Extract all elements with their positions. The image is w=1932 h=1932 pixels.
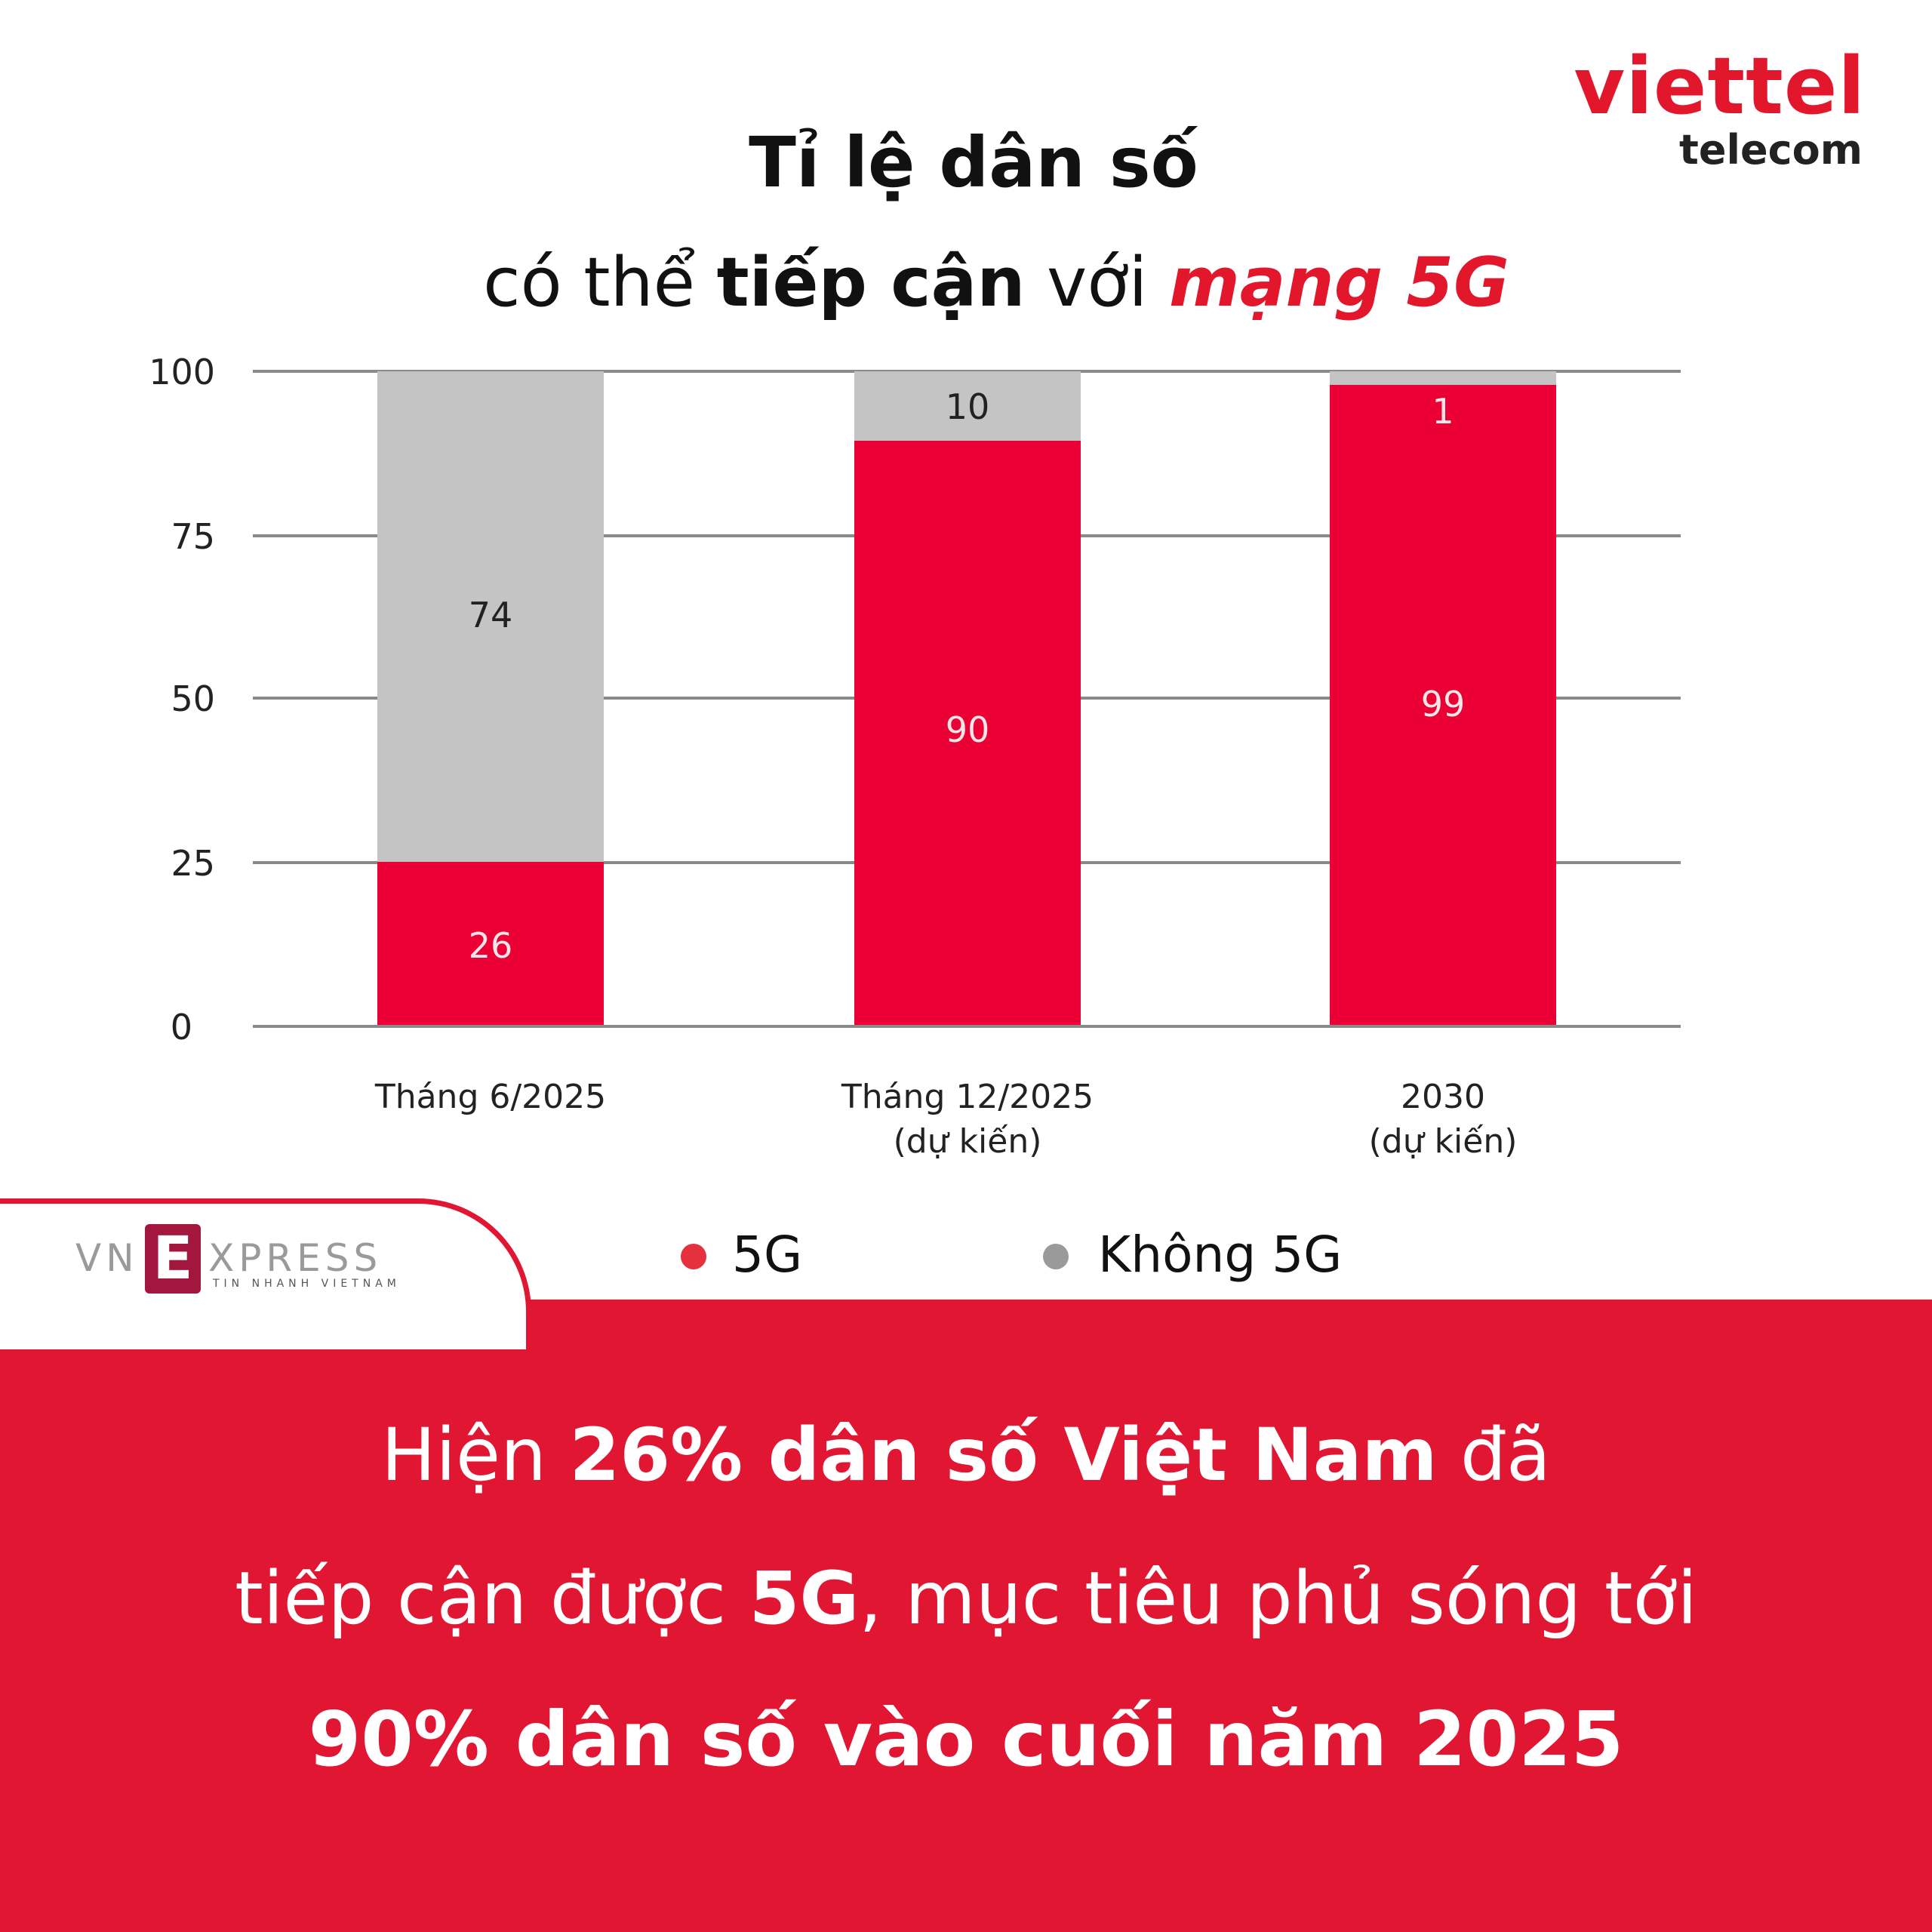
bar-group-2030: 1 99 bbox=[1330, 371, 1556, 1026]
chart-title-line1: Tỉ lệ dân số bbox=[749, 122, 1198, 203]
x-label-line2: (dự kiến) bbox=[1368, 1122, 1518, 1161]
title-part-bold: tiếp cận bbox=[716, 243, 1026, 322]
bar-segment-5g: 90 bbox=[854, 441, 1081, 1026]
bar-segment-no-5g: 10 bbox=[854, 371, 1081, 441]
bar-group-dec-2025: 10 90 bbox=[854, 371, 1081, 1026]
bar-group-jun-2025: 74 26 bbox=[377, 371, 604, 1026]
bar-value-label: 10 bbox=[945, 386, 990, 427]
bar-segment-no-5g bbox=[1330, 371, 1556, 385]
legend-label-5g: 5G bbox=[732, 1226, 803, 1284]
x-label-line1: 2030 bbox=[1401, 1078, 1485, 1116]
chart-title-line2: có thể tiếp cận với mạng 5G bbox=[0, 249, 1932, 317]
x-label-jun-2025: Tháng 6/2025 bbox=[302, 1075, 679, 1119]
legend-dot-no-5g-icon bbox=[1043, 1244, 1069, 1269]
x-label-2030: 2030 (dự kiến) bbox=[1254, 1075, 1632, 1164]
x-label-dec-2025: Tháng 12/2025 (dự kiến) bbox=[779, 1075, 1156, 1164]
banner-text: , mục tiêu phủ sóng tới bbox=[859, 1556, 1697, 1641]
bar-segment-5g: 1 99 bbox=[1330, 385, 1556, 1026]
title-part: có thể bbox=[483, 243, 717, 322]
title-part-accent: mạng 5G bbox=[1169, 243, 1509, 322]
banner-line-3: 90% dân số vào cuối năm 2025 bbox=[308, 1695, 1624, 1783]
y-tick-50: 50 bbox=[171, 678, 215, 719]
gridline-0 bbox=[253, 1025, 1681, 1028]
banner-line-1: Hiện 26% dân số Việt Nam đã bbox=[0, 1419, 1932, 1491]
vnexpress-e-mark: E bbox=[145, 1224, 201, 1294]
brand-sub: telecom bbox=[1679, 126, 1863, 174]
banner-text: đã bbox=[1437, 1413, 1551, 1497]
bar-segment-no-5g: 74 bbox=[377, 371, 604, 862]
bar-value-label: 99 bbox=[1420, 684, 1466, 724]
vnexpress-vn: VN bbox=[75, 1236, 139, 1280]
y-tick-100: 100 bbox=[149, 352, 215, 392]
title-part: với bbox=[1025, 243, 1169, 322]
y-tick-75: 75 bbox=[171, 516, 215, 557]
bar-value-label-no-5g: 1 bbox=[1432, 391, 1454, 432]
bar-value-label: 90 bbox=[945, 709, 990, 750]
legend-label-no-5g: Không 5G bbox=[1098, 1226, 1343, 1284]
x-label-line1: Tháng 12/2025 bbox=[841, 1078, 1094, 1116]
vnexpress-xpress: XPRESS bbox=[208, 1236, 383, 1280]
x-label-line2: (dự kiến) bbox=[893, 1122, 1042, 1161]
banner-text: tiếp cận được bbox=[235, 1556, 749, 1641]
bar-value-label: 74 bbox=[468, 595, 513, 635]
viettel-telecom-logo: viettel telecom bbox=[1549, 47, 1866, 171]
bar-value-label: 26 bbox=[468, 925, 513, 966]
banner-text-bold: 5G bbox=[749, 1556, 860, 1641]
banner-text: Hiện bbox=[381, 1413, 570, 1497]
summary-banner bbox=[0, 1300, 1932, 1932]
x-label-line1: Tháng 6/2025 bbox=[374, 1078, 607, 1116]
bar-segment-5g: 26 bbox=[377, 862, 604, 1026]
banner-text-bold: 26% dân số Việt Nam bbox=[569, 1413, 1438, 1497]
legend-dot-5g-icon bbox=[681, 1244, 706, 1269]
y-tick-0: 0 bbox=[170, 1007, 192, 1048]
vnexpress-logo: VN E XPRESS TIN NHANH VIETNAM bbox=[75, 1224, 423, 1294]
banner-line-2: tiếp cận được 5G, mục tiêu phủ sóng tới bbox=[0, 1562, 1932, 1635]
vnexpress-tagline: TIN NHANH VIETNAM bbox=[213, 1278, 401, 1290]
y-tick-25: 25 bbox=[171, 843, 215, 884]
brand-name: viettel bbox=[1574, 40, 1866, 132]
